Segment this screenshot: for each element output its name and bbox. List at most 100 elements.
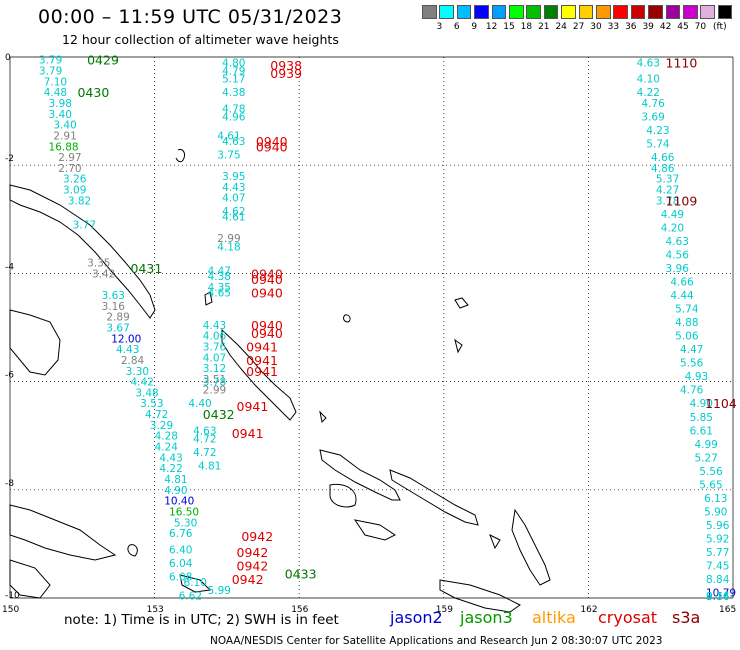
- colorbar-label: 9: [471, 22, 478, 32]
- wave-height-value: 12.00: [111, 333, 141, 345]
- wave-height-value: 4.43: [116, 344, 139, 356]
- wave-height-value: 2.89: [106, 312, 129, 324]
- wave-height-value: 4.38: [222, 87, 245, 99]
- bougainville-coast: [221, 328, 297, 421]
- pass-time-label: 0433: [285, 567, 317, 582]
- x-tick-label: 165: [719, 605, 736, 615]
- wave-height-value: 3.40: [49, 109, 72, 121]
- wave-height-value: 4.42: [131, 377, 154, 389]
- wave-height-value: 3.16: [102, 301, 126, 313]
- colorbar-swatch: [578, 5, 594, 19]
- colorbar-swatch: [474, 5, 489, 19]
- colorbar-label: 36: [625, 22, 637, 32]
- wave-height-value: 3.78: [656, 195, 679, 207]
- colorbar-label: 12: [485, 22, 498, 32]
- wave-height-value: 4.07: [222, 193, 245, 205]
- wave-height-value: 7.45: [706, 561, 729, 573]
- colorbar-swatch: [717, 5, 733, 19]
- wave-height-value: 4.22: [637, 87, 660, 99]
- island-small-7: [454, 338, 463, 354]
- pass-time-label: 0941: [237, 399, 269, 414]
- x-tick-label: 153: [147, 605, 164, 615]
- x-tick-label: 156: [291, 605, 308, 615]
- wave-height-value: 4.72: [193, 447, 216, 459]
- satellite-legend-jason2: jason2: [390, 608, 443, 627]
- y-tick-label: -8: [5, 479, 14, 489]
- wave-height-value: 4.56: [666, 249, 690, 261]
- wave-height-value: 4.24: [155, 442, 179, 454]
- colorbar-label: (ft): [713, 22, 727, 32]
- x-tick-label: 150: [2, 605, 19, 615]
- wave-height-value: 4.76: [680, 385, 704, 397]
- wave-height-value: 2.99: [217, 233, 240, 245]
- wave-height-value: 4.43: [203, 320, 226, 332]
- colorbar-swatch: [422, 5, 437, 19]
- wave-height-value: 8.84: [706, 574, 730, 586]
- wave-height-value: 4.72: [193, 433, 216, 445]
- colorbar-swatch: [526, 5, 541, 19]
- wave-height-value: 3.67: [106, 323, 129, 335]
- wave-height-value: 4.40: [188, 398, 211, 410]
- pass-time-label: 0430: [77, 85, 109, 100]
- y-tick-label: -10: [5, 591, 20, 601]
- wave-height-value: 3.29: [150, 420, 173, 432]
- axis-tick-labels: 150 153 156 159 162 165 0 -2 -4 -6 -8 -10: [2, 53, 736, 615]
- wave-height-value: 3.63: [102, 290, 125, 302]
- santa-isabel-coast: [389, 469, 479, 526]
- wave-height-value: 4.78: [222, 103, 245, 115]
- island-small-8: [489, 533, 501, 550]
- pass-time-label: 1109: [666, 193, 698, 208]
- wave-height-value: 4.63: [666, 236, 689, 248]
- wave-height-value: 3.35: [87, 258, 110, 270]
- wave-height-value: 4.76: [641, 98, 665, 110]
- pass-time-label: 0942: [237, 559, 269, 574]
- pass-time-label: 0938: [270, 58, 302, 73]
- wave-height-value: 4.93: [685, 371, 708, 383]
- wave-height-value: 4.63: [637, 57, 660, 69]
- wave-height-value: 4.20: [661, 222, 684, 234]
- wave-height-value: 5.74: [646, 139, 670, 151]
- wave-height-value: 5.96: [706, 520, 730, 532]
- wave-height-value: 4.10: [637, 74, 660, 86]
- colorbar-swatch: [648, 5, 663, 19]
- pass-time-label: 0939: [270, 66, 302, 81]
- wave-height-value: 6.04: [169, 558, 193, 570]
- wave-height-value: 4.86: [651, 163, 675, 175]
- wave-height-value: 3.26: [63, 174, 87, 186]
- wave-height-value: 4.63: [193, 425, 216, 437]
- wave-height-value: 10.79: [706, 588, 736, 600]
- malaita-coast: [511, 508, 551, 586]
- satellite-legend-s3a: s3a: [672, 608, 701, 627]
- wave-height-value: 5.56: [680, 358, 704, 370]
- wave-height-value: 4.38: [208, 271, 231, 283]
- pass-time-label: 1104: [705, 396, 737, 411]
- wave-height-value: 4.81: [198, 460, 221, 472]
- wave-height-value: 6.13: [704, 493, 727, 505]
- wave-height-value: 10.40: [164, 496, 194, 508]
- wave-height-value: 4.80: [222, 57, 245, 69]
- colorbar-label: 24: [555, 22, 567, 32]
- wave-height-value: 4.65: [208, 287, 231, 299]
- wave-height-value: 4.90: [690, 398, 713, 410]
- wave-height-value: 3.42: [92, 268, 115, 280]
- wave-height-value: 5.92: [706, 533, 729, 545]
- wave-height-value: 5.37: [656, 174, 679, 186]
- colorbar-label: 45: [677, 22, 689, 32]
- wave-height-value: 3.12: [203, 363, 226, 375]
- colorbar-swatch: [683, 5, 698, 19]
- wave-height-value: 4.35: [208, 282, 231, 294]
- new-ireland-coast: [9, 184, 156, 319]
- pass-time-label: 0940: [256, 139, 288, 154]
- wave-height-value: 5.27: [694, 452, 717, 464]
- map-subtitle: 12 hour collection of altimeter wave hei…: [62, 32, 339, 47]
- island-small-2: [204, 291, 213, 306]
- pass-time-label: 0941: [246, 364, 278, 379]
- colorbar-swatch: [509, 5, 524, 19]
- satellite-legend-altika: altika: [532, 608, 576, 627]
- wave-height-value: 3.79: [39, 55, 62, 67]
- wave-height-value: 3.76: [203, 341, 227, 353]
- wave-height-value: 3.75: [217, 149, 240, 161]
- x-tick-label: 162: [580, 605, 597, 615]
- y-tick-label: -4: [5, 262, 14, 272]
- wave-height-value: 3.82: [68, 195, 91, 207]
